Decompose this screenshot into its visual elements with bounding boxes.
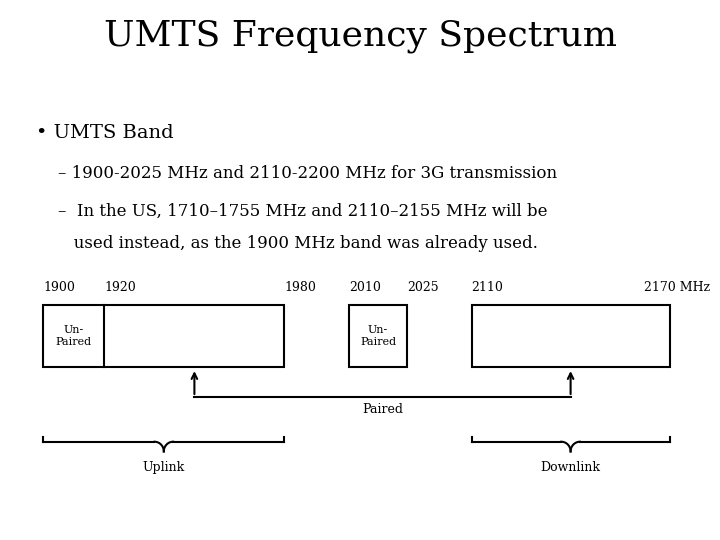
Text: • UMTS Band: • UMTS Band [36,124,174,142]
Text: 1920: 1920 [104,281,136,294]
Bar [472,305,670,367]
Text: 2170 MHz: 2170 MHz [644,281,711,294]
Text: Un-
Paired: Un- Paired [55,325,92,347]
Text: UMTS Frequency Spectrum: UMTS Frequency Spectrum [104,19,616,53]
Text: Un-
Paired: Un- Paired [360,325,396,347]
Text: 2010: 2010 [349,281,381,294]
Text: Paired: Paired [362,403,403,416]
Text: Uplink: Uplink [143,461,185,474]
Text: 2025: 2025 [407,281,438,294]
Text: 1900: 1900 [43,281,75,294]
Bar [43,305,284,367]
Text: Downlink: Downlink [541,461,600,474]
Bar [349,305,407,367]
Text: – 1900-2025 MHz and 2110-2200 MHz for 3G transmission: – 1900-2025 MHz and 2110-2200 MHz for 3G… [58,165,557,181]
Text: 2110: 2110 [472,281,503,294]
Text: 1980: 1980 [284,281,316,294]
Text: used instead, as the 1900 MHz band was already used.: used instead, as the 1900 MHz band was a… [58,235,537,252]
Text: –  In the US, 1710–1755 MHz and 2110–2155 MHz will be: – In the US, 1710–1755 MHz and 2110–2155… [58,202,547,219]
